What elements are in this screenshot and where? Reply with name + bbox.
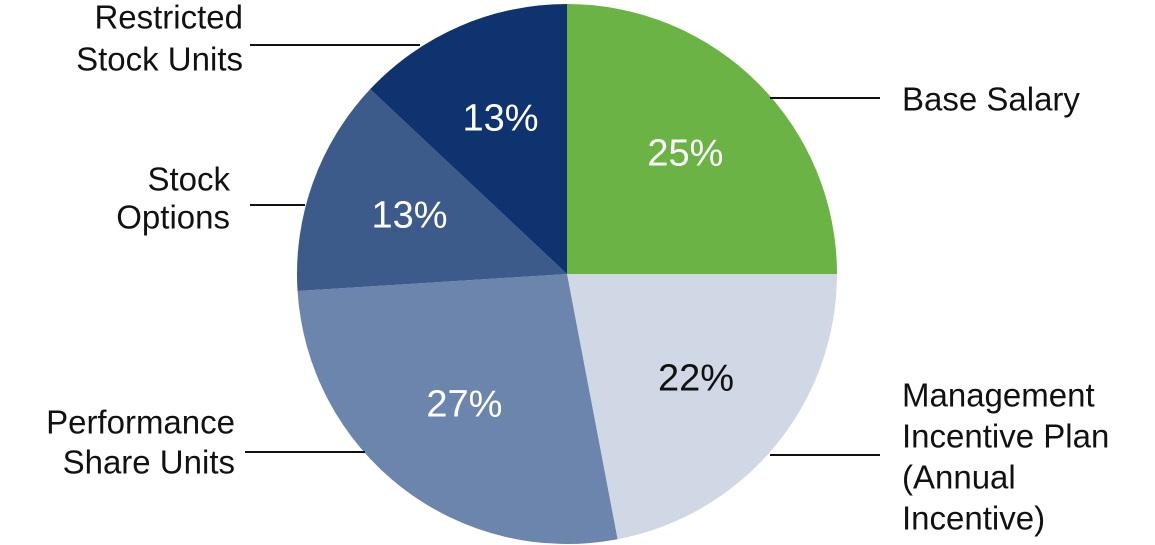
category-label: Incentive) bbox=[902, 500, 1045, 537]
value-label: 13% bbox=[462, 97, 538, 139]
category-label: Management bbox=[902, 377, 1095, 414]
category-label: Share Units bbox=[63, 444, 235, 481]
value-label: 25% bbox=[647, 133, 723, 175]
category-label: Stock Units bbox=[76, 41, 243, 78]
category-label: Performance bbox=[46, 404, 235, 441]
pie-slice bbox=[567, 4, 837, 274]
category-label: Incentive Plan bbox=[902, 418, 1109, 455]
value-label: 22% bbox=[658, 358, 734, 400]
category-label: Options bbox=[116, 199, 230, 236]
category-label: Base Salary bbox=[902, 81, 1080, 118]
pie-slice bbox=[370, 4, 567, 274]
pie-slice bbox=[567, 274, 837, 540]
value-label: 27% bbox=[426, 383, 502, 425]
value-label: 13% bbox=[371, 194, 447, 236]
category-label: Restricted bbox=[94, 0, 243, 36]
category-label: (Annual bbox=[902, 459, 1016, 496]
pie-slice bbox=[297, 274, 618, 544]
category-label: Stock bbox=[147, 161, 230, 198]
pie-slice bbox=[297, 89, 567, 291]
